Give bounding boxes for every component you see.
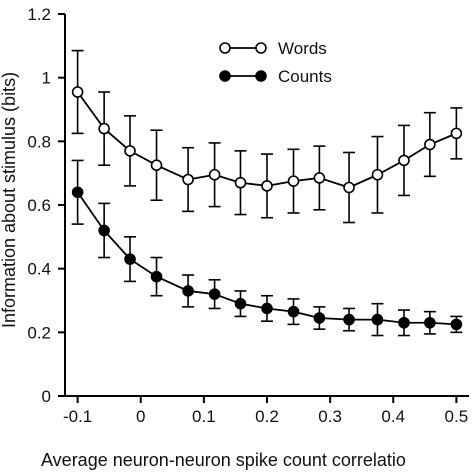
x-tick-label: 0.2 — [255, 407, 279, 426]
data-point — [398, 316, 410, 329]
data-point — [150, 159, 163, 172]
legend-marker — [255, 70, 267, 82]
y-axis: 0 0.2 0.4 0.6 0.8 1 1.2 — [27, 5, 66, 406]
data-point — [208, 288, 221, 300]
data-point — [287, 305, 300, 318]
data-point — [343, 313, 355, 326]
y-tick-label: 1 — [42, 69, 51, 88]
data-point — [261, 302, 273, 315]
legend-label: Counts — [278, 67, 332, 86]
x-axis: -0.1 0 0.1 0.2 0.3 0.4 0.5 — [63, 395, 469, 426]
y-axis-title: Information about stimulus (bits) — [0, 72, 19, 328]
data-point — [71, 86, 84, 98]
legend-marker — [255, 42, 267, 54]
data-point — [98, 122, 110, 135]
legend-label: Words — [278, 39, 327, 58]
series-counts — [71, 159, 463, 337]
data-point — [182, 285, 194, 297]
data-point — [234, 176, 247, 189]
data-point — [208, 168, 221, 181]
y-tick-label: 0.8 — [27, 132, 51, 151]
data-point — [313, 312, 326, 324]
data-point — [234, 297, 247, 310]
plot-area — [71, 49, 463, 337]
y-tick-label: 0.4 — [27, 260, 51, 279]
data-point — [343, 181, 355, 194]
series-words — [71, 49, 463, 224]
x-tick-label: 0.5 — [445, 407, 469, 426]
legend: Words Counts — [219, 39, 332, 86]
data-point — [398, 154, 410, 167]
data-point — [182, 173, 194, 186]
legend-marker — [219, 42, 231, 54]
data-point — [450, 127, 463, 140]
data-point — [313, 172, 326, 184]
data-point — [71, 186, 84, 199]
data-point — [287, 175, 300, 187]
data-point — [424, 138, 436, 151]
x-tick-label: 0.3 — [318, 407, 342, 426]
data-point — [424, 316, 436, 329]
x-tick-label: 0.4 — [381, 407, 405, 426]
data-point — [371, 168, 384, 181]
data-point — [450, 318, 463, 331]
x-tick-label: 0.1 — [192, 407, 216, 426]
y-tick-label: 0 — [42, 387, 51, 406]
data-point — [371, 313, 384, 326]
y-tick-label: 0.2 — [27, 323, 51, 342]
x-tick-label: 0 — [136, 407, 145, 426]
data-point — [261, 180, 273, 192]
x-axis-title: Average neuron-neuron spike count correl… — [41, 450, 406, 470]
data-point — [124, 145, 136, 157]
y-tick-label: 1.2 — [27, 5, 51, 24]
legend-marker — [219, 70, 231, 82]
data-point — [150, 270, 163, 283]
x-tick-label: -0.1 — [63, 407, 92, 426]
data-point — [124, 253, 136, 265]
y-tick-label: 0.6 — [27, 196, 51, 215]
data-point — [98, 224, 110, 237]
